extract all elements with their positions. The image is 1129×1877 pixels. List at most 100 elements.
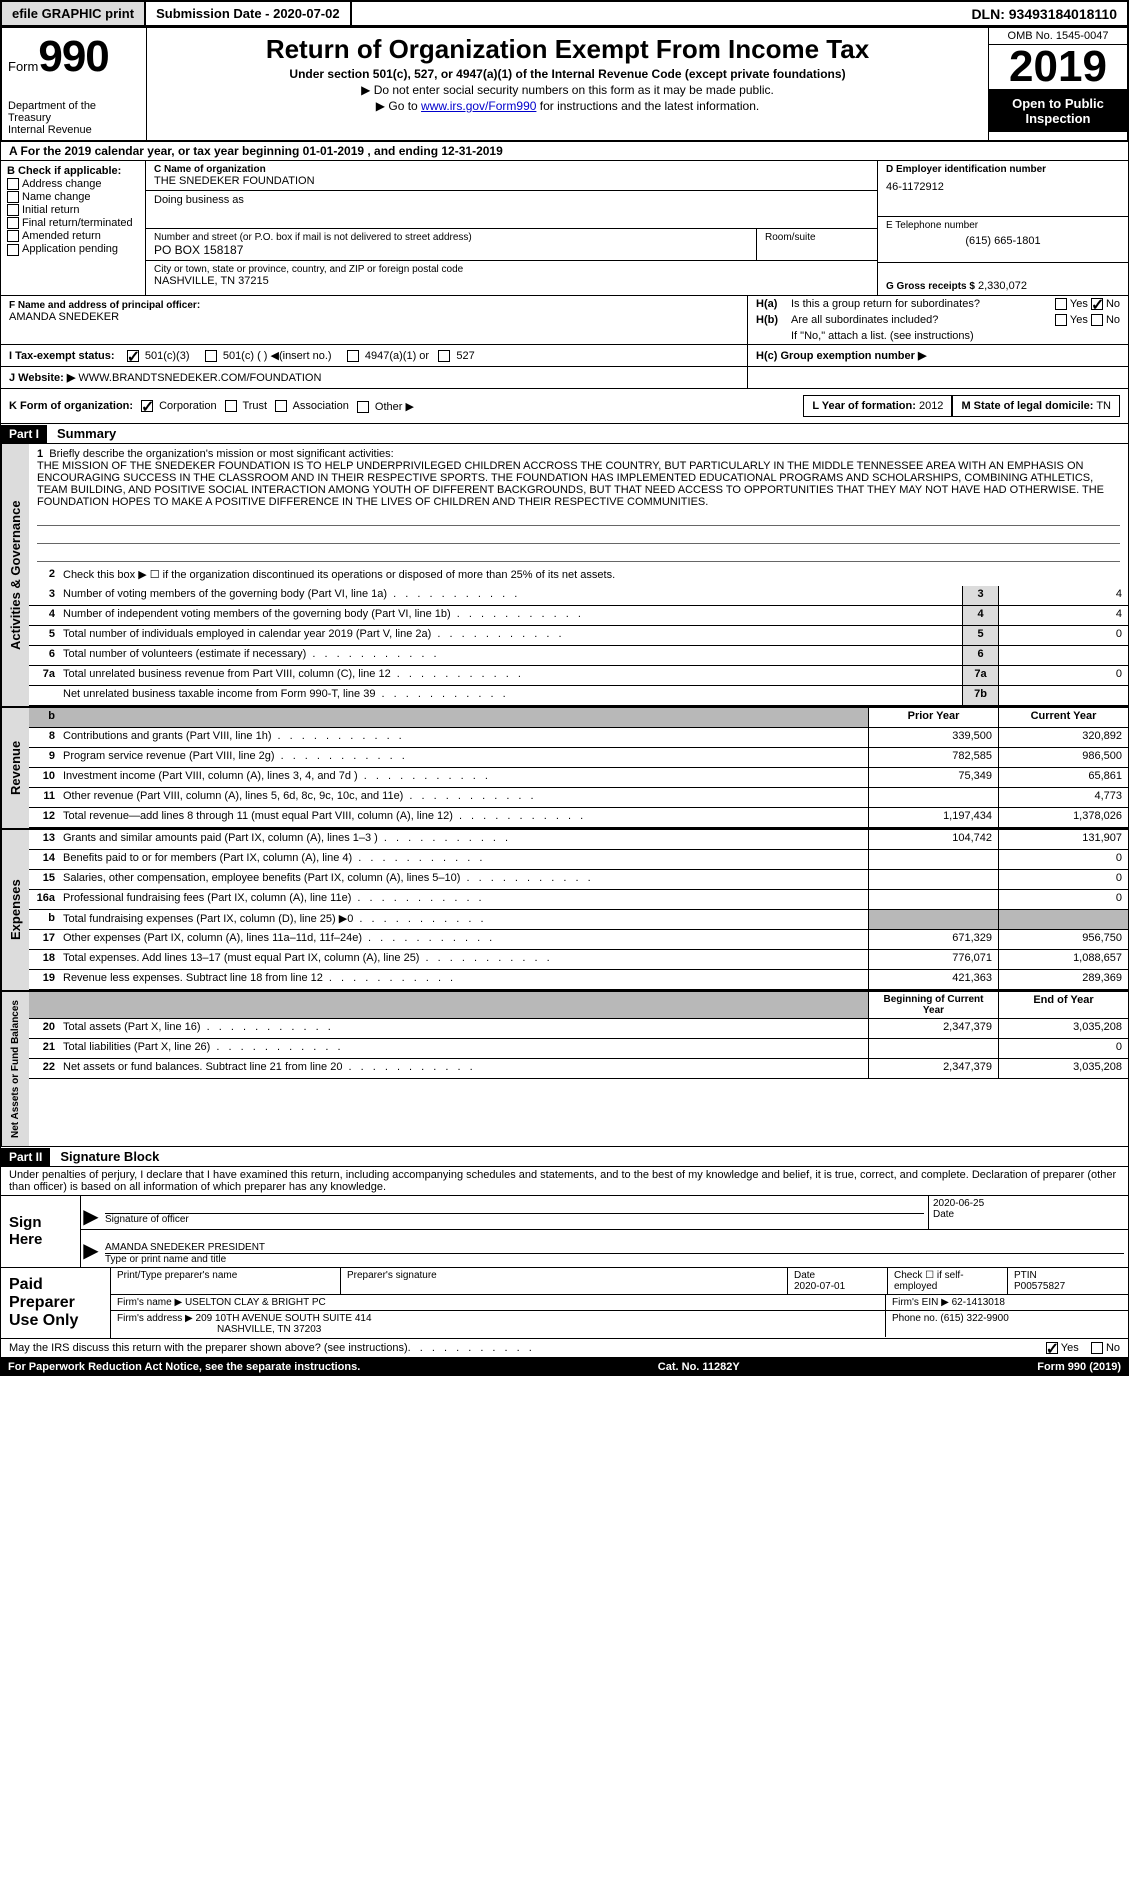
discuss-yes[interactable]: Yes xyxy=(1046,1342,1079,1354)
opt-label: 4947(a)(1) or xyxy=(365,350,429,362)
side-label-expenses: Expenses xyxy=(1,830,29,990)
chk-other[interactable]: Other ▶ xyxy=(357,400,414,413)
line-desc: Investment income (Part VIII, column (A)… xyxy=(59,768,868,787)
firm-ein-label: Firm's EIN ▶ xyxy=(892,1297,949,1308)
gross-label: G Gross receipts $ xyxy=(886,281,975,292)
perjury-text: Under penalties of perjury, I declare th… xyxy=(0,1167,1129,1196)
note2-pre: ▶ Go to xyxy=(376,99,421,113)
chk-address-change[interactable]: Address change xyxy=(7,178,139,190)
ha-yes[interactable]: Yes xyxy=(1055,298,1088,310)
prior-year-value xyxy=(868,890,998,909)
prior-year-value: 776,071 xyxy=(868,950,998,969)
line-num: 11 xyxy=(29,788,59,807)
chk-label: Initial return xyxy=(22,204,79,216)
table-row: 10 Investment income (Part VIII, column … xyxy=(29,768,1128,788)
year-formation: L Year of formation: 2012 xyxy=(803,395,952,417)
form-title: Return of Organization Exempt From Incom… xyxy=(157,34,978,65)
table-row: 3 Number of voting members of the govern… xyxy=(29,586,1128,606)
efile-print-button[interactable]: efile GRAPHIC print xyxy=(2,2,146,25)
ptin-label: PTIN xyxy=(1014,1270,1037,1281)
chk-501c3[interactable]: 501(c)(3) xyxy=(127,350,190,362)
beginning-year-value: 2,347,379 xyxy=(868,1059,998,1078)
date-value: 2020-06-25 xyxy=(933,1198,1124,1209)
org-name-value: THE SNEDEKER FOUNDATION xyxy=(154,175,869,187)
line-desc: Total assets (Part X, line 16) xyxy=(59,1019,868,1038)
address-row: Number and street (or P.O. box if mail i… xyxy=(146,229,877,261)
line-desc: Professional fundraising fees (Part IX, … xyxy=(59,890,868,909)
line-desc: Total expenses. Add lines 13–17 (must eq… xyxy=(59,950,868,969)
irs-link[interactable]: www.irs.gov/Form990 xyxy=(421,99,536,113)
row-a-tax-year: A For the 2019 calendar year, or tax yea… xyxy=(0,142,1129,161)
prior-year-value: 104,742 xyxy=(868,830,998,849)
opt-label: 501(c) ( ) ◀(insert no.) xyxy=(223,350,332,362)
opt-label: 501(c)(3) xyxy=(145,350,190,362)
officer-cell: F Name and address of principal officer:… xyxy=(1,296,748,344)
current-year-value: 289,369 xyxy=(998,970,1128,989)
table-row: 16a Professional fundraising fees (Part … xyxy=(29,890,1128,910)
current-year-value: 320,892 xyxy=(998,728,1128,747)
chk-4947[interactable]: 4947(a)(1) or xyxy=(347,350,429,362)
signature-label: Signature of officer xyxy=(105,1214,189,1225)
firm-addr-value: 209 10TH AVENUE SOUTH SUITE 414 xyxy=(196,1313,372,1324)
part2-header-row: Part II Signature Block xyxy=(0,1147,1129,1167)
line-desc: Net assets or fund balances. Subtract li… xyxy=(59,1059,868,1078)
chk-label: Final return/terminated xyxy=(22,217,133,229)
table-row: 22 Net assets or fund balances. Subtract… xyxy=(29,1059,1128,1079)
submission-date-button[interactable]: Submission Date - 2020-07-02 xyxy=(146,2,352,25)
opt-label: Association xyxy=(293,400,349,412)
side-label-activities: Activities & Governance xyxy=(1,444,29,706)
room-cell: Room/suite xyxy=(757,229,877,260)
name-value: AMANDA SNEDEKER PRESIDENT xyxy=(105,1232,1124,1254)
line-desc: Total unrelated business revenue from Pa… xyxy=(59,666,962,685)
chk-trust[interactable]: Trust xyxy=(225,400,268,412)
ha-no[interactable]: No xyxy=(1091,298,1120,310)
discuss-no[interactable]: No xyxy=(1091,1342,1120,1354)
blank-line xyxy=(37,548,1120,562)
prior-year-value: 339,500 xyxy=(868,728,998,747)
chk-corporation[interactable]: Corporation xyxy=(141,400,217,412)
prep-self-employed[interactable]: Check ☐ if self-employed xyxy=(888,1268,1008,1294)
firm-ein: Firm's EIN ▶ 62-1413018 xyxy=(886,1295,1128,1310)
chk-501c[interactable]: 501(c) ( ) ◀(insert no.) xyxy=(205,350,332,362)
form-subtitle: Under section 501(c), 527, or 4947(a)(1)… xyxy=(157,67,978,81)
firm-address: Firm's address ▶ 209 10TH AVENUE SOUTH S… xyxy=(111,1311,886,1337)
chk-application-pending[interactable]: Application pending xyxy=(7,243,139,255)
line-num: 9 xyxy=(29,748,59,767)
hb-no[interactable]: No xyxy=(1091,314,1120,326)
chk-initial-return[interactable]: Initial return xyxy=(7,204,139,216)
discuss-row: May the IRS discuss this return with the… xyxy=(0,1339,1129,1358)
line-desc: Number of independent voting members of … xyxy=(59,606,962,625)
part1-header-row: Part I Summary xyxy=(0,424,1129,444)
current-year-value: 0 xyxy=(998,870,1128,889)
line-num: 18 xyxy=(29,950,59,969)
section-fh: F Name and address of principal officer:… xyxy=(0,296,1129,345)
signature-field[interactable]: Signature of officer xyxy=(101,1196,928,1229)
col-current-year: Current Year xyxy=(998,708,1128,727)
hb-yes[interactable]: Yes xyxy=(1055,314,1088,326)
chk-final-return[interactable]: Final return/terminated xyxy=(7,217,139,229)
table-row: Net unrelated business taxable income fr… xyxy=(29,686,1128,706)
line-num: 4 xyxy=(29,606,59,625)
line-num-col: 7a xyxy=(962,666,998,685)
hb-label: H(b) xyxy=(756,314,791,326)
col-b-label: B Check if applicable: xyxy=(7,165,139,177)
header-left: Form990 Department of the Treasury Inter… xyxy=(2,28,147,140)
current-year-value: 131,907 xyxy=(998,830,1128,849)
line-num xyxy=(29,686,59,705)
yes-label: Yes xyxy=(1061,1342,1079,1354)
j-label: J Website: ▶ xyxy=(9,372,75,384)
footer-right: Form 990 (2019) xyxy=(1037,1361,1121,1373)
line-num: 8 xyxy=(29,728,59,747)
yes-label: Yes xyxy=(1070,314,1088,326)
form-note1: ▶ Do not enter social security numbers o… xyxy=(157,83,978,97)
chk-association[interactable]: Association xyxy=(275,400,349,412)
chk-527[interactable]: 527 xyxy=(438,350,474,362)
current-year-value: 956,750 xyxy=(998,930,1128,949)
chk-amended-return[interactable]: Amended return xyxy=(7,230,139,242)
part2-header: Part II xyxy=(1,1148,50,1166)
prior-year-value: 1,197,434 xyxy=(868,808,998,827)
hb-note-row: If "No," attach a list. (see instruction… xyxy=(748,328,1128,344)
prior-year-value xyxy=(868,788,998,807)
chk-name-change[interactable]: Name change xyxy=(7,191,139,203)
table-row: 7a Total unrelated business revenue from… xyxy=(29,666,1128,686)
